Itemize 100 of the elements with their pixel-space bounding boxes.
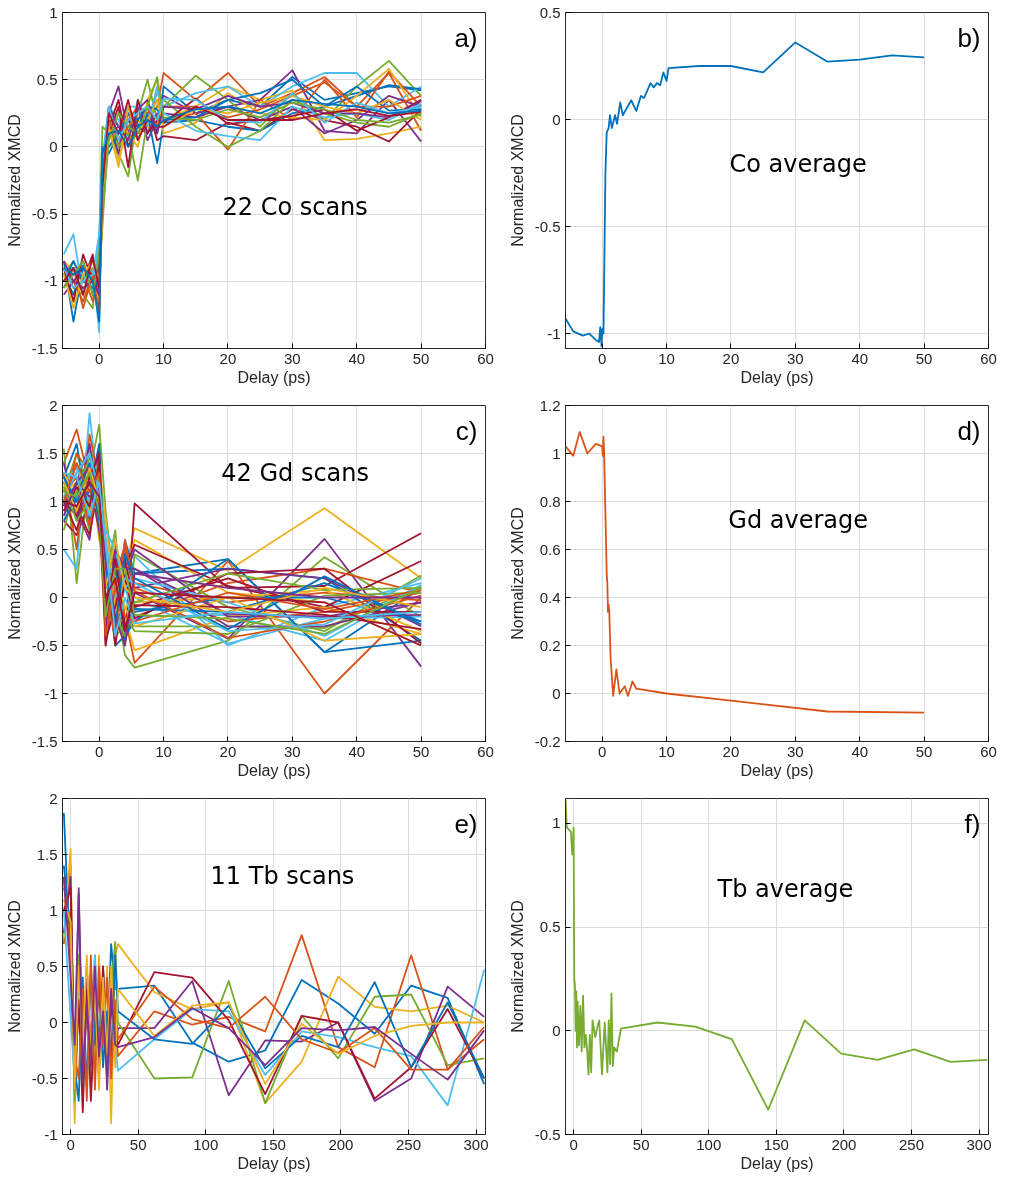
x-tick-label: 150: [763, 1135, 789, 1153]
y-tick-label: 1.5: [36, 845, 58, 863]
x-tick-label: 50: [412, 742, 430, 760]
y-tick-label: 1.2: [539, 396, 561, 414]
x-tick-label: 100: [696, 1135, 722, 1153]
y-tick-label: 0.5: [539, 918, 561, 936]
y-axis-title: Normalized XMCD: [508, 900, 526, 1033]
y-tick-label: 1: [552, 814, 561, 832]
x-tick-label: 0: [66, 1135, 75, 1153]
x-tick-label: 50: [915, 742, 933, 760]
annotation: e): [454, 808, 478, 839]
x-axis-title: Delay (ps): [740, 1154, 814, 1172]
y-axis-title: Normalized XMCD: [508, 114, 526, 247]
y-tick-label: 0.5: [36, 957, 58, 975]
x-tick-label: 40: [851, 742, 869, 760]
annotation: a): [454, 22, 478, 53]
x-tick-label: 250: [898, 1135, 924, 1153]
y-tick-label: -1: [547, 324, 561, 342]
x-tick-label: 60: [980, 742, 997, 760]
annotation: c): [455, 415, 478, 446]
y-tick-label: -0.5: [31, 1069, 58, 1087]
y-tick-label: 0: [552, 684, 561, 702]
x-tick-label: 10: [155, 742, 172, 760]
y-tick-label: 1: [552, 444, 561, 462]
x-tick-label: 60: [477, 349, 494, 367]
x-tick-label: 300: [463, 1135, 489, 1153]
y-tick-label: -1: [44, 1125, 58, 1143]
x-tick-label: 0: [95, 349, 104, 367]
x-tick-label: 0: [598, 349, 607, 367]
x-tick-label: 30: [787, 742, 804, 760]
y-tick-label: 0: [552, 1021, 561, 1039]
y-tick-label: 1: [49, 3, 58, 21]
x-axis-title: Delay (ps): [740, 761, 814, 779]
y-axis-title: Normalized XMCD: [5, 114, 23, 247]
y-tick-label: 0: [49, 588, 58, 606]
y-tick-label: 0.4: [539, 588, 561, 606]
x-tick-label: 30: [787, 349, 804, 367]
y-tick-label: 0.5: [539, 3, 561, 21]
x-tick-label: 30: [284, 349, 301, 367]
x-tick-label: 200: [328, 1135, 354, 1153]
y-tick-label: 2: [49, 396, 58, 414]
x-tick-label: 50: [412, 349, 430, 367]
x-tick-label: 60: [980, 349, 997, 367]
x-tick-label: 10: [155, 349, 172, 367]
x-axis-title: Delay (ps): [237, 368, 311, 386]
annotation: Co average: [729, 149, 867, 178]
y-tick-label: -1: [44, 272, 58, 290]
x-tick-label: 20: [722, 742, 740, 760]
y-tick-label: 0.8: [539, 492, 561, 510]
x-tick-label: 30: [284, 742, 301, 760]
x-axis-title: Delay (ps): [237, 761, 311, 779]
y-axis-title: Normalized XMCD: [508, 507, 526, 640]
y-axis-title: Normalized XMCD: [5, 900, 23, 1033]
x-tick-label: 300: [966, 1135, 992, 1153]
y-tick-label: -1.5: [31, 339, 58, 357]
x-tick-label: 250: [395, 1135, 421, 1153]
x-tick-label: 60: [477, 742, 494, 760]
y-tick-label: 0.6: [539, 540, 561, 558]
y-tick-label: 0.2: [539, 636, 561, 654]
y-tick-label: 0: [49, 1013, 58, 1031]
annotation: Tb average: [716, 875, 854, 904]
x-tick-label: 150: [260, 1135, 286, 1153]
annotation: 42 Gd scans: [221, 458, 370, 487]
y-tick-label: 0: [49, 137, 58, 155]
x-axis-title: Delay (ps): [740, 368, 814, 386]
x-tick-label: 20: [219, 742, 237, 760]
y-tick-label: -0.5: [534, 1125, 561, 1143]
y-tick-label: 0.5: [36, 540, 58, 558]
y-tick-label: -0.5: [31, 205, 58, 223]
y-tick-label: 1: [49, 492, 58, 510]
x-tick-label: 40: [348, 349, 366, 367]
annotation: b): [957, 22, 981, 53]
x-tick-label: 200: [831, 1135, 857, 1153]
y-tick-label: -0.5: [534, 217, 561, 235]
x-tick-label: 100: [193, 1135, 219, 1153]
y-tick-label: -0.2: [534, 732, 561, 750]
annotation: d): [957, 415, 981, 446]
x-tick-label: 40: [348, 742, 366, 760]
x-tick-label: 20: [722, 349, 740, 367]
x-tick-label: 40: [851, 349, 869, 367]
y-tick-label: 0: [552, 110, 561, 128]
x-tick-label: 50: [632, 1135, 650, 1153]
annotation: Gd average: [728, 505, 869, 534]
x-tick-label: 50: [915, 349, 933, 367]
y-tick-label: 0.5: [36, 70, 58, 88]
y-axis-title: Normalized XMCD: [5, 507, 23, 640]
annotation: 11 Tb scans: [210, 861, 355, 890]
y-tick-label: -1: [44, 684, 58, 702]
y-tick-label: 1: [49, 901, 58, 919]
annotation: f): [964, 808, 981, 839]
x-tick-label: 0: [569, 1135, 578, 1153]
y-tick-label: 1.5: [36, 444, 58, 462]
x-tick-label: 0: [598, 742, 607, 760]
x-tick-label: 20: [219, 349, 237, 367]
annotation: 22 Co scans: [222, 193, 368, 222]
y-tick-label: -1.5: [31, 732, 58, 750]
x-tick-label: 10: [658, 349, 675, 367]
y-tick-label: 2: [49, 789, 58, 807]
y-tick-label: -0.5: [31, 636, 58, 654]
x-axis-title: Delay (ps): [237, 1154, 311, 1172]
